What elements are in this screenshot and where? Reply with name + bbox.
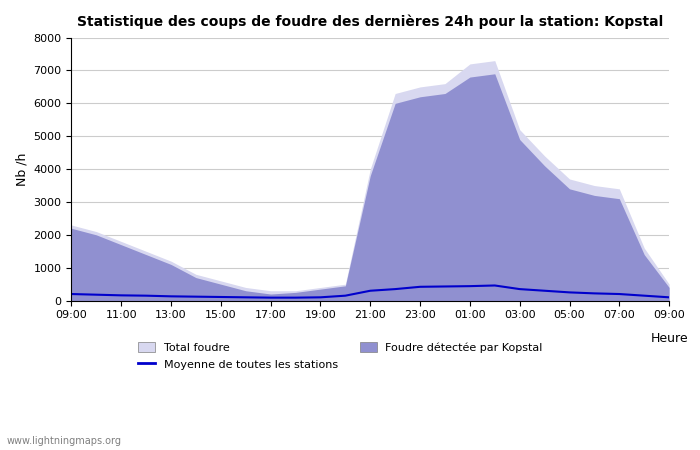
Text: www.lightningmaps.org: www.lightningmaps.org [7,436,122,446]
X-axis label: Heure: Heure [650,332,688,345]
Title: Statistique des coups de foudre des dernières 24h pour la station: Kopstal: Statistique des coups de foudre des dern… [77,15,664,30]
Legend: Total foudre, Moyenne de toutes les stations, Foudre détectée par Kopstal: Total foudre, Moyenne de toutes les stat… [134,338,547,374]
Y-axis label: Nb /h: Nb /h [15,153,28,186]
